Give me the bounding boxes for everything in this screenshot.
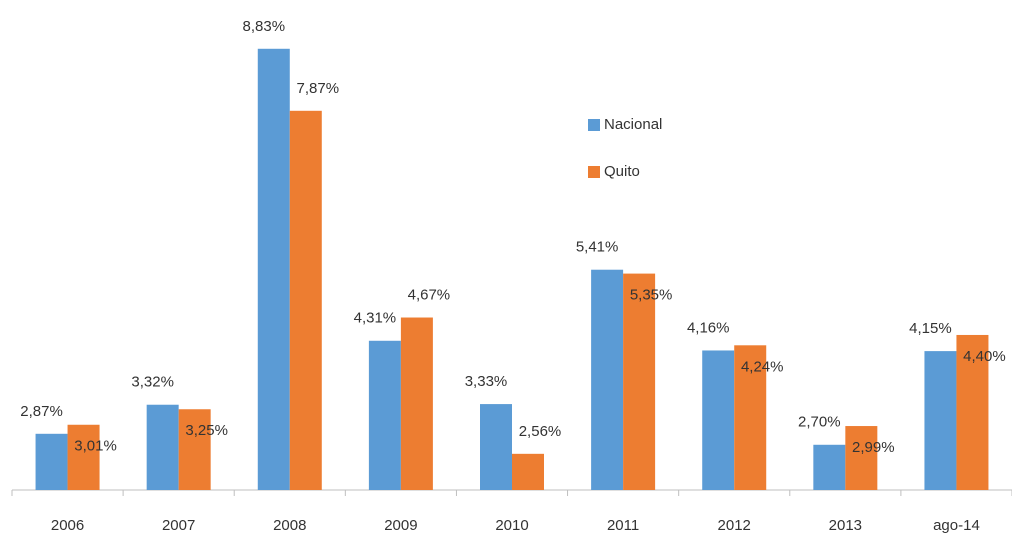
data-label: 8,83% (243, 18, 286, 35)
legend-swatch (588, 166, 600, 178)
data-label: 3,33% (465, 373, 508, 390)
data-label: 4,40% (963, 348, 1006, 365)
bar (400, 317, 433, 490)
data-label: 4,67% (408, 286, 451, 303)
bar (289, 110, 322, 490)
bar (702, 350, 735, 490)
bar (512, 453, 544, 490)
x-tick-label: 2010 (495, 517, 528, 534)
bar (257, 48, 290, 490)
bar (35, 433, 68, 490)
x-tick-label: 2008 (273, 517, 306, 534)
bar (924, 351, 957, 490)
bar (734, 345, 767, 490)
legend-label: Quito (604, 163, 640, 180)
data-label: 7,87% (297, 80, 340, 97)
data-label: 5,35% (630, 287, 673, 304)
data-label: 2,99% (852, 439, 895, 456)
bar (368, 340, 401, 490)
data-label: 2,56% (519, 423, 562, 440)
bar (146, 404, 179, 490)
data-label: 4,15% (909, 320, 952, 337)
data-label: 5,41% (576, 239, 619, 256)
bar (813, 444, 846, 490)
data-label: 3,25% (185, 422, 228, 439)
data-label: 4,24% (741, 358, 784, 375)
legend-label: Nacional (604, 116, 662, 133)
x-tick-label: 2006 (51, 517, 84, 534)
data-label: 3,01% (74, 438, 117, 455)
bar (591, 269, 624, 490)
x-tick-label: 2011 (607, 517, 639, 534)
bar (178, 409, 211, 490)
x-tick-label: ago-14 (933, 517, 980, 534)
data-label: 3,32% (131, 374, 174, 391)
data-label: 2,87% (20, 403, 63, 420)
x-tick-label: 2007 (162, 517, 195, 534)
bar (623, 273, 656, 490)
data-label: 4,16% (687, 319, 730, 336)
legend-swatch (588, 119, 600, 131)
bar (67, 424, 100, 490)
data-label: 2,70% (798, 414, 841, 431)
bar (845, 426, 878, 490)
x-tick-label: 2013 (829, 517, 862, 534)
bar (956, 334, 989, 490)
x-tick-label: 2012 (718, 517, 751, 534)
x-tick-label: 2009 (384, 517, 417, 534)
bar (480, 404, 512, 490)
data-label: 4,31% (354, 310, 397, 327)
